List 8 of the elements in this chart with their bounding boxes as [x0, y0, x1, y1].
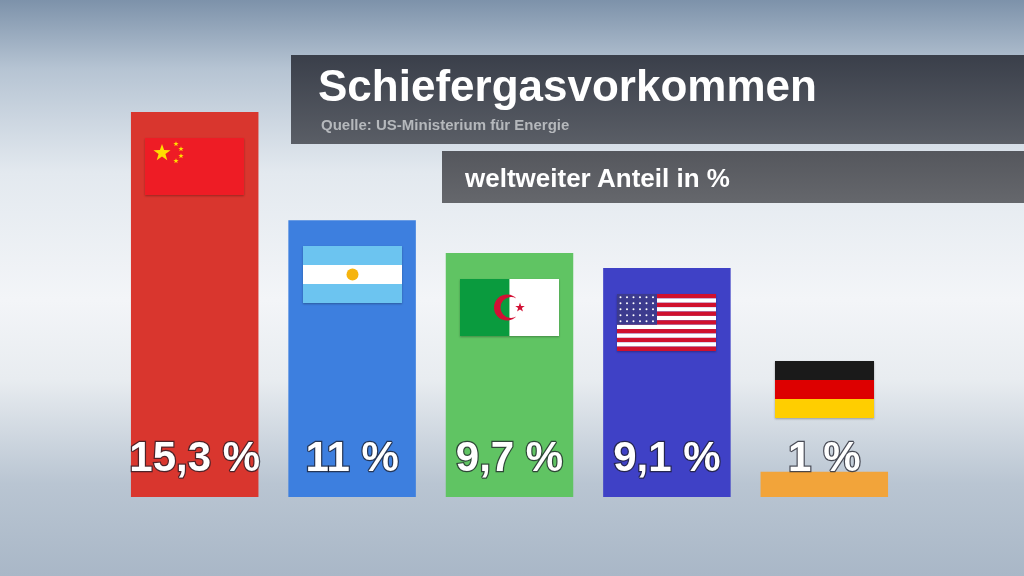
- data-label: 1 %: [788, 432, 861, 480]
- data-label: 15,3 %: [129, 432, 261, 480]
- text: weltweiter Anteil in %: [465, 163, 730, 193]
- chart-title: Schiefergasvorkommen: [318, 61, 817, 110]
- annotation: Quelle: US-Ministerium für Energie: [321, 116, 570, 133]
- data-label: 9,1 %: [613, 432, 721, 480]
- data-label: 9,7 %: [455, 432, 564, 480]
- data-label: 11 %: [305, 432, 399, 480]
